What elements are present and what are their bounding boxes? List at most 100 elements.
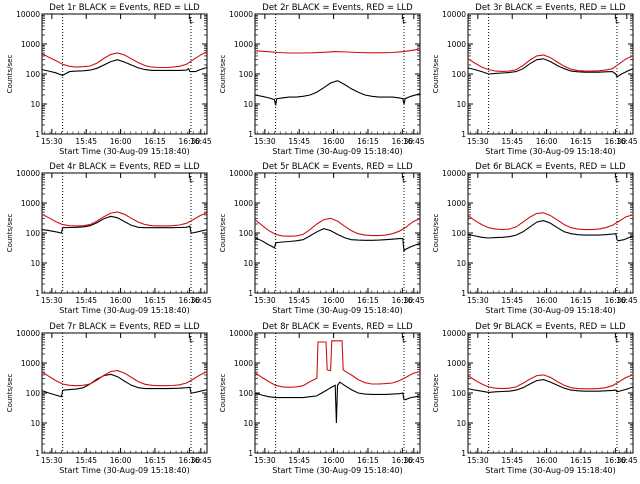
x-tick-label: 15:30 [41,456,63,465]
panel-7: Det 7r BLACK = Events, RED = LLD 1 10 100 10… [6,322,212,475]
panel-3: Det 3r BLACK = Events, RED = LLD 1 10 100 10… [432,3,638,156]
panel-9: Det 9r BLACK = Events, RED = LLD 1 10 100 10… [432,322,638,475]
x-tick-label: 15:30 [41,296,63,305]
series-line-events [41,59,208,77]
y-tick-label: 1000 [447,359,466,368]
y-tick-label: 10000 [442,10,466,19]
x-tick-label: 16:00 [536,137,558,146]
x-tick-label: 15:45 [501,456,523,465]
y-tick-label: 1 [461,449,466,458]
series-line-events [41,215,208,234]
x-tick-label: 15:45 [501,137,523,146]
y-tick-label: 1 [35,289,40,298]
y-tick-label: 10000 [16,169,40,178]
x-tick-label: 16:15 [144,137,166,146]
panel-4: Det 4r BLACK = Events, RED = LLD 1 10 100 10… [6,162,212,315]
y-tick-label: 1000 [447,199,466,208]
corner-label: L [189,335,194,344]
series-line-events [41,373,208,398]
x-axis-label: Start Time (30-Aug-09 15:18:40) [485,466,616,475]
y-tick-label: 100 [26,389,41,398]
series-line-events [254,80,421,106]
y-tick-label: 10 [456,259,466,268]
x-tick-label: 16:15 [357,456,379,465]
series-line-lld [41,370,208,387]
x-tick-label: 16:15 [357,137,379,146]
y-tick-label: 100 [452,389,467,398]
y-tick-label: 100 [452,70,467,79]
series-line-lld [254,217,421,237]
plot-frame [254,13,421,135]
series-line-lld [254,48,421,54]
y-tick-label: 10 [30,100,40,109]
panel-title: Det 2r BLACK = Events, RED = LLD [262,3,413,13]
x-tick-label: 16:45 [190,456,212,465]
panel-2: Det 2r BLACK = Events, RED = LLD 1 10 100 10… [219,3,425,156]
plot-frame [41,13,208,135]
panel-6: Det 6r BLACK = Events, RED = LLD 1 10 100 10… [432,162,638,315]
y-tick-label: 1000 [447,40,466,49]
y-tick-label: 1000 [234,199,253,208]
x-tick-label: 16:30 [605,137,627,146]
y-tick-label: 1000 [21,40,40,49]
x-tick-label: 15:30 [467,137,489,146]
y-tick-label: 10 [243,419,253,428]
corner-label: L [189,16,194,25]
series-line-events [467,379,634,393]
corner-label: L [615,175,620,184]
x-axis-label: Start Time (30-Aug-09 15:18:40) [272,147,403,156]
series-line-lld [41,51,208,69]
y-tick-label: 10000 [16,329,40,338]
x-tick-label: 16:30 [605,296,627,305]
x-tick-label: 15:30 [41,137,63,146]
y-tick-label: 1 [248,449,253,458]
y-tick-label: 10 [30,259,40,268]
y-tick-label: 100 [239,229,254,238]
x-tick-label: 16:30 [179,456,201,465]
series-line-lld [467,212,634,231]
y-axis-label: Counts/sec [432,374,440,413]
x-tick-label: 15:45 [75,137,97,146]
y-axis-label: Counts/sec [6,214,14,253]
x-tick-label: 16:45 [616,296,638,305]
x-tick-label: 16:00 [323,296,345,305]
x-tick-label: 16:15 [570,137,592,146]
plot-frame [467,172,634,294]
y-tick-label: 1000 [234,359,253,368]
x-axis-label: Start Time (30-Aug-09 15:18:40) [59,306,190,315]
x-tick-label: 16:15 [144,296,166,305]
y-tick-label: 1000 [234,40,253,49]
x-tick-label: 16:45 [403,137,425,146]
panel-5: Det 5r BLACK = Events, RED = LLD 1 10 100 10… [219,162,425,315]
panel-title: Det 9r BLACK = Events, RED = LLD [475,322,626,332]
x-tick-label: 16:30 [392,456,414,465]
corner-label: L [615,16,620,25]
x-axis-label: Start Time (30-Aug-09 15:18:40) [59,466,190,475]
panel-title: Det 5r BLACK = Events, RED = LLD [262,162,413,172]
series-line-events [254,228,421,253]
y-axis-label: Counts/sec [219,214,227,253]
panel-title: Det 7r BLACK = Events, RED = LLD [49,322,200,332]
y-tick-label: 10 [243,100,253,109]
y-axis-label: Counts/sec [219,374,227,413]
y-tick-label: 100 [239,389,254,398]
y-tick-label: 100 [452,229,467,238]
y-tick-label: 10000 [229,169,253,178]
corner-label: L [402,335,407,344]
x-tick-label: 16:00 [536,296,558,305]
x-tick-label: 15:30 [467,456,489,465]
series-line-lld [254,340,421,388]
y-axis-label: Counts/sec [219,55,227,94]
x-tick-label: 15:45 [75,456,97,465]
x-tick-label: 15:45 [75,296,97,305]
x-tick-label: 16:45 [403,456,425,465]
x-tick-label: 16:00 [110,456,132,465]
y-tick-label: 1 [248,289,253,298]
x-axis-label: Start Time (30-Aug-09 15:18:40) [59,147,190,156]
y-tick-label: 10000 [442,169,466,178]
corner-label: L [615,335,620,344]
x-tick-label: 15:30 [254,456,276,465]
series-line-lld [467,374,634,390]
y-tick-label: 1 [461,289,466,298]
x-tick-label: 16:15 [570,296,592,305]
